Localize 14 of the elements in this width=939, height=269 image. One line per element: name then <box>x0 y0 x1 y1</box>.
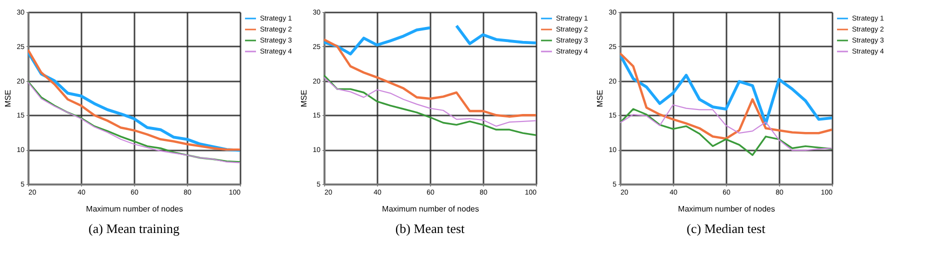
line-series <box>324 76 536 127</box>
x-axis-title: Maximum number of nodes <box>86 204 183 214</box>
y-axis-title: MSE <box>596 90 605 108</box>
line-series <box>620 53 832 125</box>
line-series <box>620 52 832 140</box>
x-axis-title: Maximum number of nodes <box>382 204 479 214</box>
text: (b) Mean test <box>395 221 466 236</box>
line-series <box>324 74 536 136</box>
x-axis-title: Maximum number of nodes <box>678 204 775 214</box>
line-series <box>324 38 536 118</box>
y-axis-title: MSE <box>4 90 13 108</box>
text: (c) Median test <box>686 221 766 236</box>
y-axis-title: MSE <box>300 90 309 108</box>
text: (a) Mean training <box>88 221 180 236</box>
